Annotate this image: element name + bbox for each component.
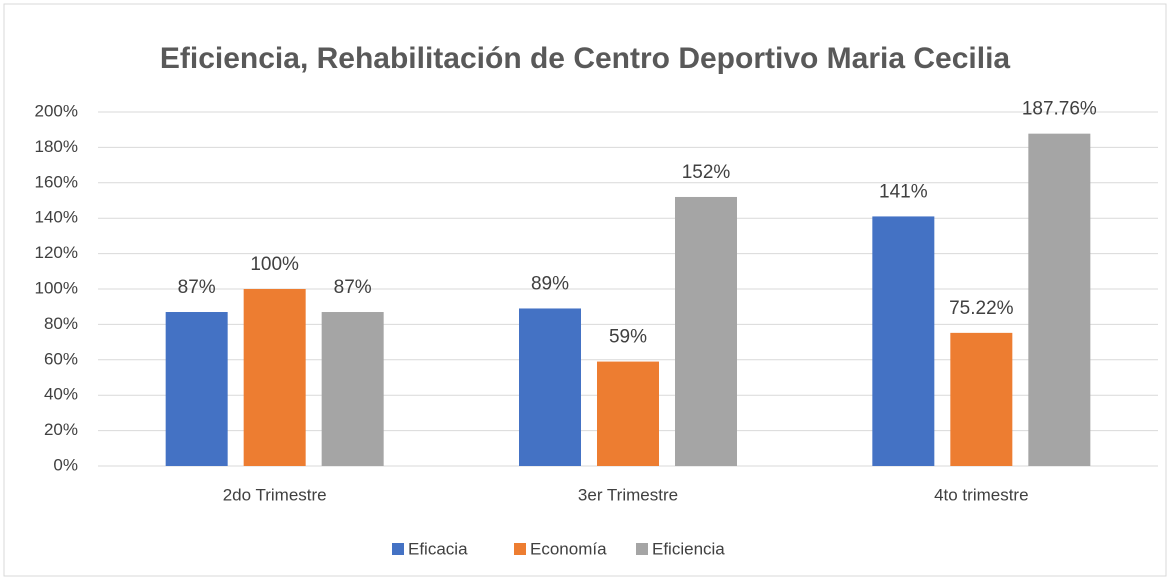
- data-label: 141%: [879, 181, 928, 202]
- legend-swatch: [392, 543, 404, 555]
- y-tick-label: 180%: [35, 137, 78, 156]
- bar: [519, 308, 581, 466]
- data-label: 89%: [531, 273, 569, 294]
- chart-border: [3, 3, 1167, 577]
- legend-swatch: [636, 543, 648, 555]
- legend-label: Economía: [530, 539, 607, 558]
- y-tick-label: 20%: [44, 420, 78, 439]
- data-label: 59%: [609, 327, 647, 348]
- data-label: 87%: [334, 277, 372, 298]
- x-tick-label: 4to trimestre: [934, 485, 1028, 504]
- legend-swatch: [514, 543, 526, 555]
- y-tick-label: 140%: [35, 208, 78, 227]
- bar: [675, 196, 737, 466]
- data-label: 100%: [250, 254, 299, 275]
- bar: [321, 312, 384, 466]
- bar: [1028, 133, 1091, 466]
- legend-label: Eficacia: [408, 539, 468, 558]
- y-tick-label: 120%: [35, 243, 78, 262]
- x-tick-label: 3er Trimestre: [578, 485, 678, 504]
- bar: [950, 332, 1013, 466]
- data-label: 187.76%: [1022, 99, 1097, 120]
- x-tick-label: 2do Trimestre: [223, 485, 327, 504]
- y-tick-label: 0%: [53, 455, 78, 474]
- bar: [243, 289, 306, 466]
- bar: [872, 216, 935, 466]
- bar: [597, 361, 659, 466]
- data-label: 152%: [682, 162, 731, 183]
- data-label: 87%: [178, 277, 216, 298]
- y-tick-label: 100%: [35, 278, 78, 297]
- legend-label: Eficiencia: [652, 539, 725, 558]
- y-tick-label: 160%: [35, 172, 78, 191]
- y-tick-label: 40%: [44, 385, 78, 404]
- y-tick-label: 60%: [44, 349, 78, 368]
- y-tick-label: 200%: [35, 101, 78, 120]
- chart-title: Eficiencia, Rehabilitación de Centro Dep…: [160, 42, 1011, 75]
- y-tick-label: 80%: [44, 314, 78, 333]
- data-label: 75.22%: [949, 298, 1014, 319]
- bar: [165, 312, 228, 466]
